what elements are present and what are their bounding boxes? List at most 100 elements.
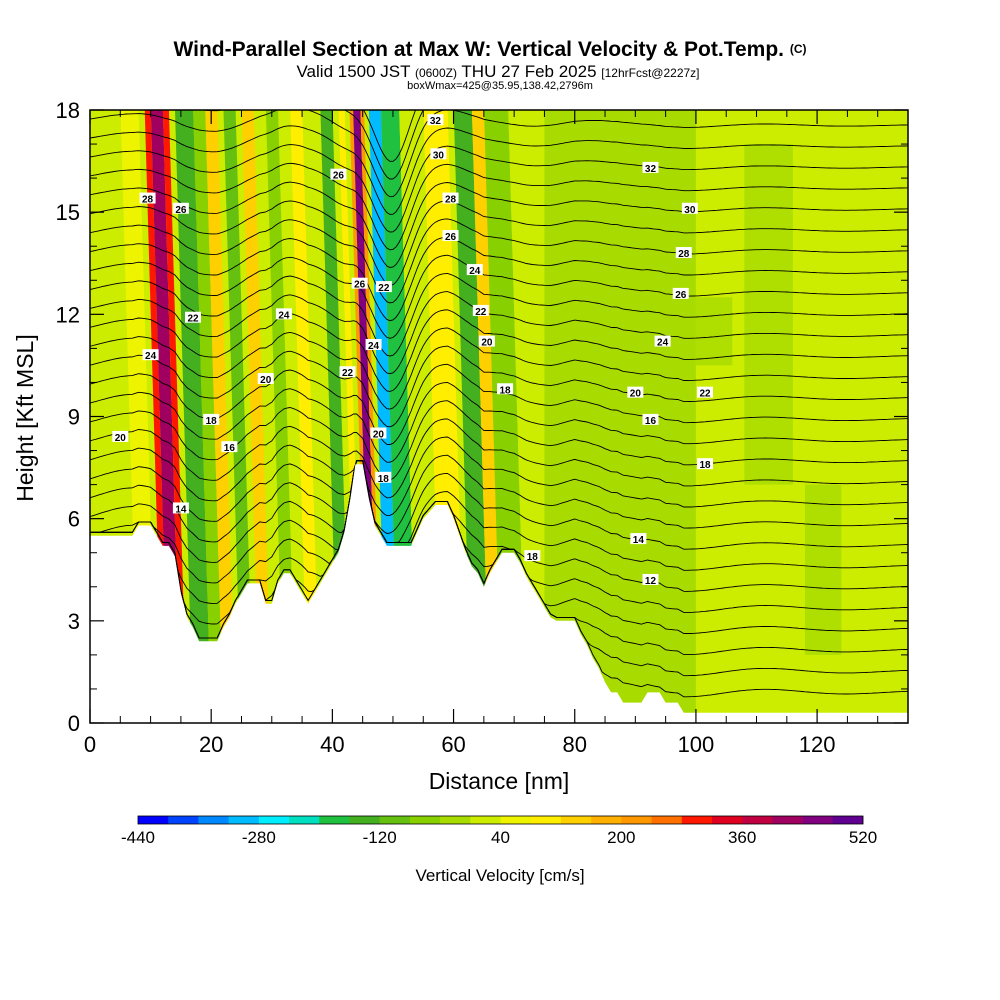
- colorbar-tick-label: 40: [491, 828, 510, 847]
- colorbar-frame: [137, 815, 864, 825]
- contour-label-bg: [172, 202, 189, 214]
- contour-label-text: 26: [445, 232, 457, 243]
- colorbar-title: Vertical Velocity [cm/s]: [415, 866, 584, 885]
- contour-label-text: 32: [645, 164, 657, 175]
- contour-label-bg: [497, 383, 514, 395]
- colorbar-segment: [802, 816, 834, 824]
- contour-label-bg: [697, 386, 714, 398]
- contour-label-21: 24: [466, 264, 483, 277]
- y-tick-label: 18: [56, 98, 80, 123]
- contour-label-18: 30: [430, 148, 447, 161]
- terrain-mask: [90, 464, 908, 723]
- contour-label-3: 26: [172, 202, 189, 216]
- contour-label-34: 18: [697, 458, 714, 471]
- isentrope-line-7: [90, 460, 908, 550]
- contour-labels: 20 24 28 26 22 14 18 16 20 24 26 26 22 24 22 20 18 32 30 28…: [112, 114, 714, 587]
- contour-label-text: 18: [527, 552, 539, 563]
- contour-label-bg: [139, 192, 156, 204]
- contour-label-text: 24: [145, 351, 157, 362]
- x-tick-label: 40: [320, 732, 344, 757]
- contour-label-30: 24: [654, 335, 671, 349]
- contour-label-text: 18: [699, 460, 711, 471]
- contour-label-text: 20: [115, 433, 127, 444]
- contour-label-bg: [627, 386, 644, 398]
- contour-label-bg: [642, 573, 659, 585]
- w-patch-0: [744, 144, 793, 485]
- chart-title: Wind-Parallel Section at Max W: Vertical…: [173, 38, 806, 61]
- isentrope-line-8: [90, 454, 908, 534]
- terrain-profile: [90, 464, 908, 723]
- contour-label-text: 22: [378, 283, 390, 294]
- isentrope-line-11: [90, 400, 908, 481]
- colorbar-tick-label: 360: [728, 828, 756, 847]
- contour-label-2: 28: [139, 192, 156, 206]
- colorbar-segment: [500, 816, 532, 824]
- contour-label-23: 20: [478, 335, 495, 349]
- isentrope-line-20: [90, 236, 908, 322]
- colorbar-segment: [319, 816, 350, 824]
- w-band-23: [508, 110, 545, 723]
- contour-label-35: 14: [630, 533, 647, 546]
- contour-label-text: 18: [499, 385, 511, 396]
- contour-label-bg: [630, 533, 647, 545]
- y-tick-label: 9: [68, 405, 80, 430]
- valid-time-line: Valid 1500 JST (0600Z) THU 27 Feb 2025 […: [296, 62, 699, 81]
- contour-label-27: 30: [681, 202, 698, 216]
- x-tick-label: 60: [441, 732, 465, 757]
- w-patch-2: [804, 484, 842, 655]
- contour-label-bg: [642, 413, 659, 425]
- y-tick-label: 15: [56, 200, 80, 225]
- contour-label-bg: [339, 366, 356, 378]
- contour-label-16: 18: [375, 471, 392, 485]
- valid-utc: (0600Z): [415, 66, 457, 80]
- isentrope-line-23: [90, 181, 908, 268]
- contour-label-bg: [375, 281, 392, 293]
- contour-label-text: 18: [378, 474, 390, 485]
- contour-label-bg: [203, 413, 220, 425]
- contour-label-36: 12: [642, 573, 659, 587]
- contour-label-7: 16: [221, 441, 238, 454]
- colorbar-segment: [258, 816, 290, 824]
- contour-label-12: 22: [339, 366, 356, 379]
- isentrope-line-24: [90, 162, 908, 251]
- contour-label-32: 22: [697, 386, 714, 400]
- x-tick-label: 120: [799, 732, 836, 757]
- contour-label-33: 16: [642, 413, 659, 427]
- contour-label-text: 14: [175, 504, 187, 515]
- contour-label-28: 28: [675, 247, 692, 260]
- colorbar-segment: [742, 816, 773, 824]
- contour-label-bg: [681, 202, 698, 214]
- w-band-20: [453, 110, 490, 723]
- contour-label-text: 28: [678, 249, 690, 260]
- isentrope-line-22: [90, 200, 908, 286]
- isentrope-line-27: [90, 110, 908, 198]
- x-tick-label: 100: [678, 732, 715, 757]
- contour-label-17: 32: [427, 114, 444, 127]
- colorbar-segment: [772, 816, 803, 824]
- y-tick-label: 12: [56, 302, 80, 327]
- contour-label-bg: [654, 335, 671, 347]
- x-tick-label: 20: [199, 732, 223, 757]
- isentrope-line-9: [90, 436, 908, 517]
- colorbar-tick-label: -440: [121, 828, 155, 847]
- x-tick-label: 80: [562, 732, 586, 757]
- contour-label-bg: [472, 304, 489, 316]
- isentrope-line-15: [90, 327, 908, 410]
- contour-label-bg: [466, 264, 483, 276]
- contour-label-0: 20: [112, 430, 129, 444]
- colorbar-tick-label: -280: [242, 828, 276, 847]
- colorbar-segment: [198, 816, 229, 824]
- w-patch-1: [695, 297, 733, 366]
- colorbar-segment: [289, 816, 320, 824]
- contour-label-text: 22: [475, 307, 487, 318]
- colorbar-segment: [681, 816, 713, 824]
- w-band-3: [162, 110, 187, 723]
- colorbar-segment: [168, 816, 199, 824]
- contour-label-text: 20: [481, 338, 493, 349]
- isentrope-line-19: [90, 254, 908, 339]
- contour-label-text: 30: [433, 150, 445, 161]
- contour-label-bg: [375, 471, 392, 483]
- contour-label-31: 20: [627, 386, 644, 400]
- contour-label-bg: [370, 427, 387, 439]
